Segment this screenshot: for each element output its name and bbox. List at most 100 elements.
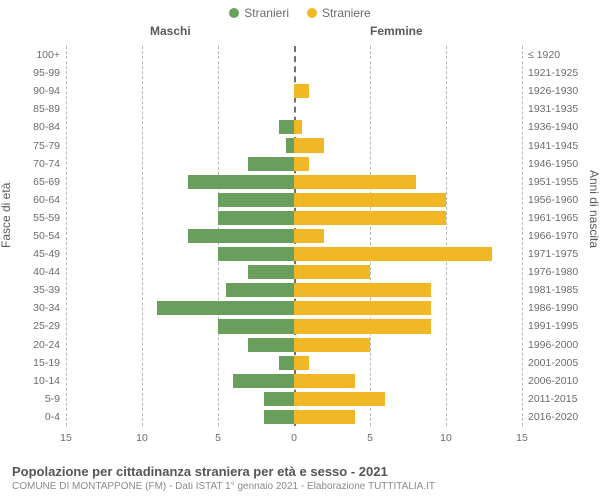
bar-female [294, 410, 355, 424]
year-tick: 2001-2005 [528, 357, 578, 369]
year-tick: 1981-1985 [528, 284, 578, 296]
bar-female [294, 193, 446, 207]
x-tick: 15 [516, 432, 528, 444]
age-row: 55-591961-1965 [66, 209, 522, 227]
age-row: 90-941926-1930 [66, 82, 522, 100]
bar-female [294, 392, 385, 406]
bar-female [294, 229, 324, 243]
age-row: 15-192001-2005 [66, 354, 522, 372]
age-tick: 0-4 [45, 411, 60, 423]
age-row: 5-92011-2015 [66, 390, 522, 408]
bar-female [294, 157, 309, 171]
age-row: 85-891931-1935 [66, 100, 522, 118]
bar-female [294, 301, 431, 315]
x-tick: 5 [215, 432, 221, 444]
bar-female [294, 211, 446, 225]
year-tick: 1996-2000 [528, 339, 578, 351]
footer: Popolazione per cittadinanza straniera p… [12, 464, 588, 492]
age-tick: 75-79 [33, 140, 60, 152]
bar-male [279, 120, 294, 134]
x-tick: 10 [440, 432, 452, 444]
legend-male: Stranieri [229, 6, 289, 20]
bar-male [264, 392, 294, 406]
bar-male [157, 301, 294, 315]
year-tick: 1936-1940 [528, 121, 578, 133]
chart: Fasce di età Anni di nascita 100+≤ 19209… [0, 46, 600, 450]
bar-female [294, 283, 431, 297]
year-tick: 1986-1990 [528, 302, 578, 314]
panel-female-title: Femmine [370, 24, 423, 38]
y-axis-right-label: Anni di nascita [587, 170, 600, 248]
age-tick: 70-74 [33, 158, 60, 170]
bar-male [279, 356, 294, 370]
age-tick: 40-44 [33, 266, 60, 278]
bar-male [218, 319, 294, 333]
year-tick: 2016-2020 [528, 411, 578, 423]
bar-female [294, 374, 355, 388]
bar-male [188, 229, 294, 243]
year-tick: 2011-2015 [528, 393, 577, 405]
age-row: 45-491971-1975 [66, 245, 522, 263]
bar-female [294, 265, 370, 279]
bar-male [248, 338, 294, 352]
bar-male [248, 265, 294, 279]
age-row: 20-241996-2000 [66, 336, 522, 354]
bar-male [218, 193, 294, 207]
age-tick: 15-19 [33, 357, 60, 369]
age-tick: 25-29 [33, 320, 60, 332]
year-tick: 1991-1995 [528, 320, 578, 332]
year-tick: 1921-1925 [528, 67, 578, 79]
age-row: 80-841936-1940 [66, 118, 522, 136]
bar-male [233, 374, 294, 388]
bar-female [294, 319, 431, 333]
year-tick: 2006-2010 [528, 375, 578, 387]
age-tick: 90-94 [33, 85, 60, 97]
age-row: 100+≤ 1920 [66, 46, 522, 64]
age-tick: 10-14 [33, 375, 60, 387]
x-tick: 5 [367, 432, 373, 444]
legend-female: Straniere [307, 6, 371, 20]
bar-female [294, 175, 416, 189]
bar-male [286, 138, 294, 152]
age-tick: 45-49 [33, 248, 60, 260]
age-tick: 60-64 [33, 194, 60, 206]
panel-titles: Maschi Femmine [0, 24, 600, 42]
age-row: 30-341986-1990 [66, 299, 522, 317]
age-row: 95-991921-1925 [66, 64, 522, 82]
age-tick: 20-24 [33, 339, 60, 351]
age-tick: 80-84 [33, 121, 60, 133]
circle-icon [229, 8, 239, 18]
age-row: 65-691951-1955 [66, 173, 522, 191]
bar-male [218, 211, 294, 225]
age-tick: 35-39 [33, 284, 60, 296]
bar-female [294, 338, 370, 352]
age-tick: 30-34 [33, 302, 60, 314]
legend-male-label: Stranieri [244, 6, 289, 20]
panel-male-title: Maschi [150, 24, 191, 38]
year-tick: ≤ 1920 [528, 49, 560, 61]
age-tick: 50-54 [33, 230, 60, 242]
x-tick: 10 [136, 432, 148, 444]
legend-female-label: Straniere [322, 6, 371, 20]
age-row: 70-741946-1950 [66, 155, 522, 173]
chart-subtitle: COMUNE DI MONTAPPONE (FM) - Dati ISTAT 1… [12, 481, 588, 492]
x-axis: 15105051015 [66, 430, 522, 450]
gridline [522, 46, 523, 426]
age-row: 25-291991-1995 [66, 317, 522, 335]
year-tick: 1951-1955 [528, 176, 578, 188]
year-tick: 1926-1930 [528, 85, 578, 97]
bar-male [218, 247, 294, 261]
age-row: 0-42016-2020 [66, 408, 522, 426]
age-tick: 85-89 [33, 103, 60, 115]
age-tick: 5-9 [45, 393, 60, 405]
age-row: 40-441976-1980 [66, 263, 522, 281]
circle-icon [307, 8, 317, 18]
age-row: 10-142006-2010 [66, 372, 522, 390]
bar-female [294, 138, 324, 152]
bar-male [226, 283, 294, 297]
year-tick: 1966-1970 [528, 230, 578, 242]
bar-female [294, 84, 309, 98]
x-tick: 15 [60, 432, 72, 444]
bar-male [248, 157, 294, 171]
bar-male [188, 175, 294, 189]
